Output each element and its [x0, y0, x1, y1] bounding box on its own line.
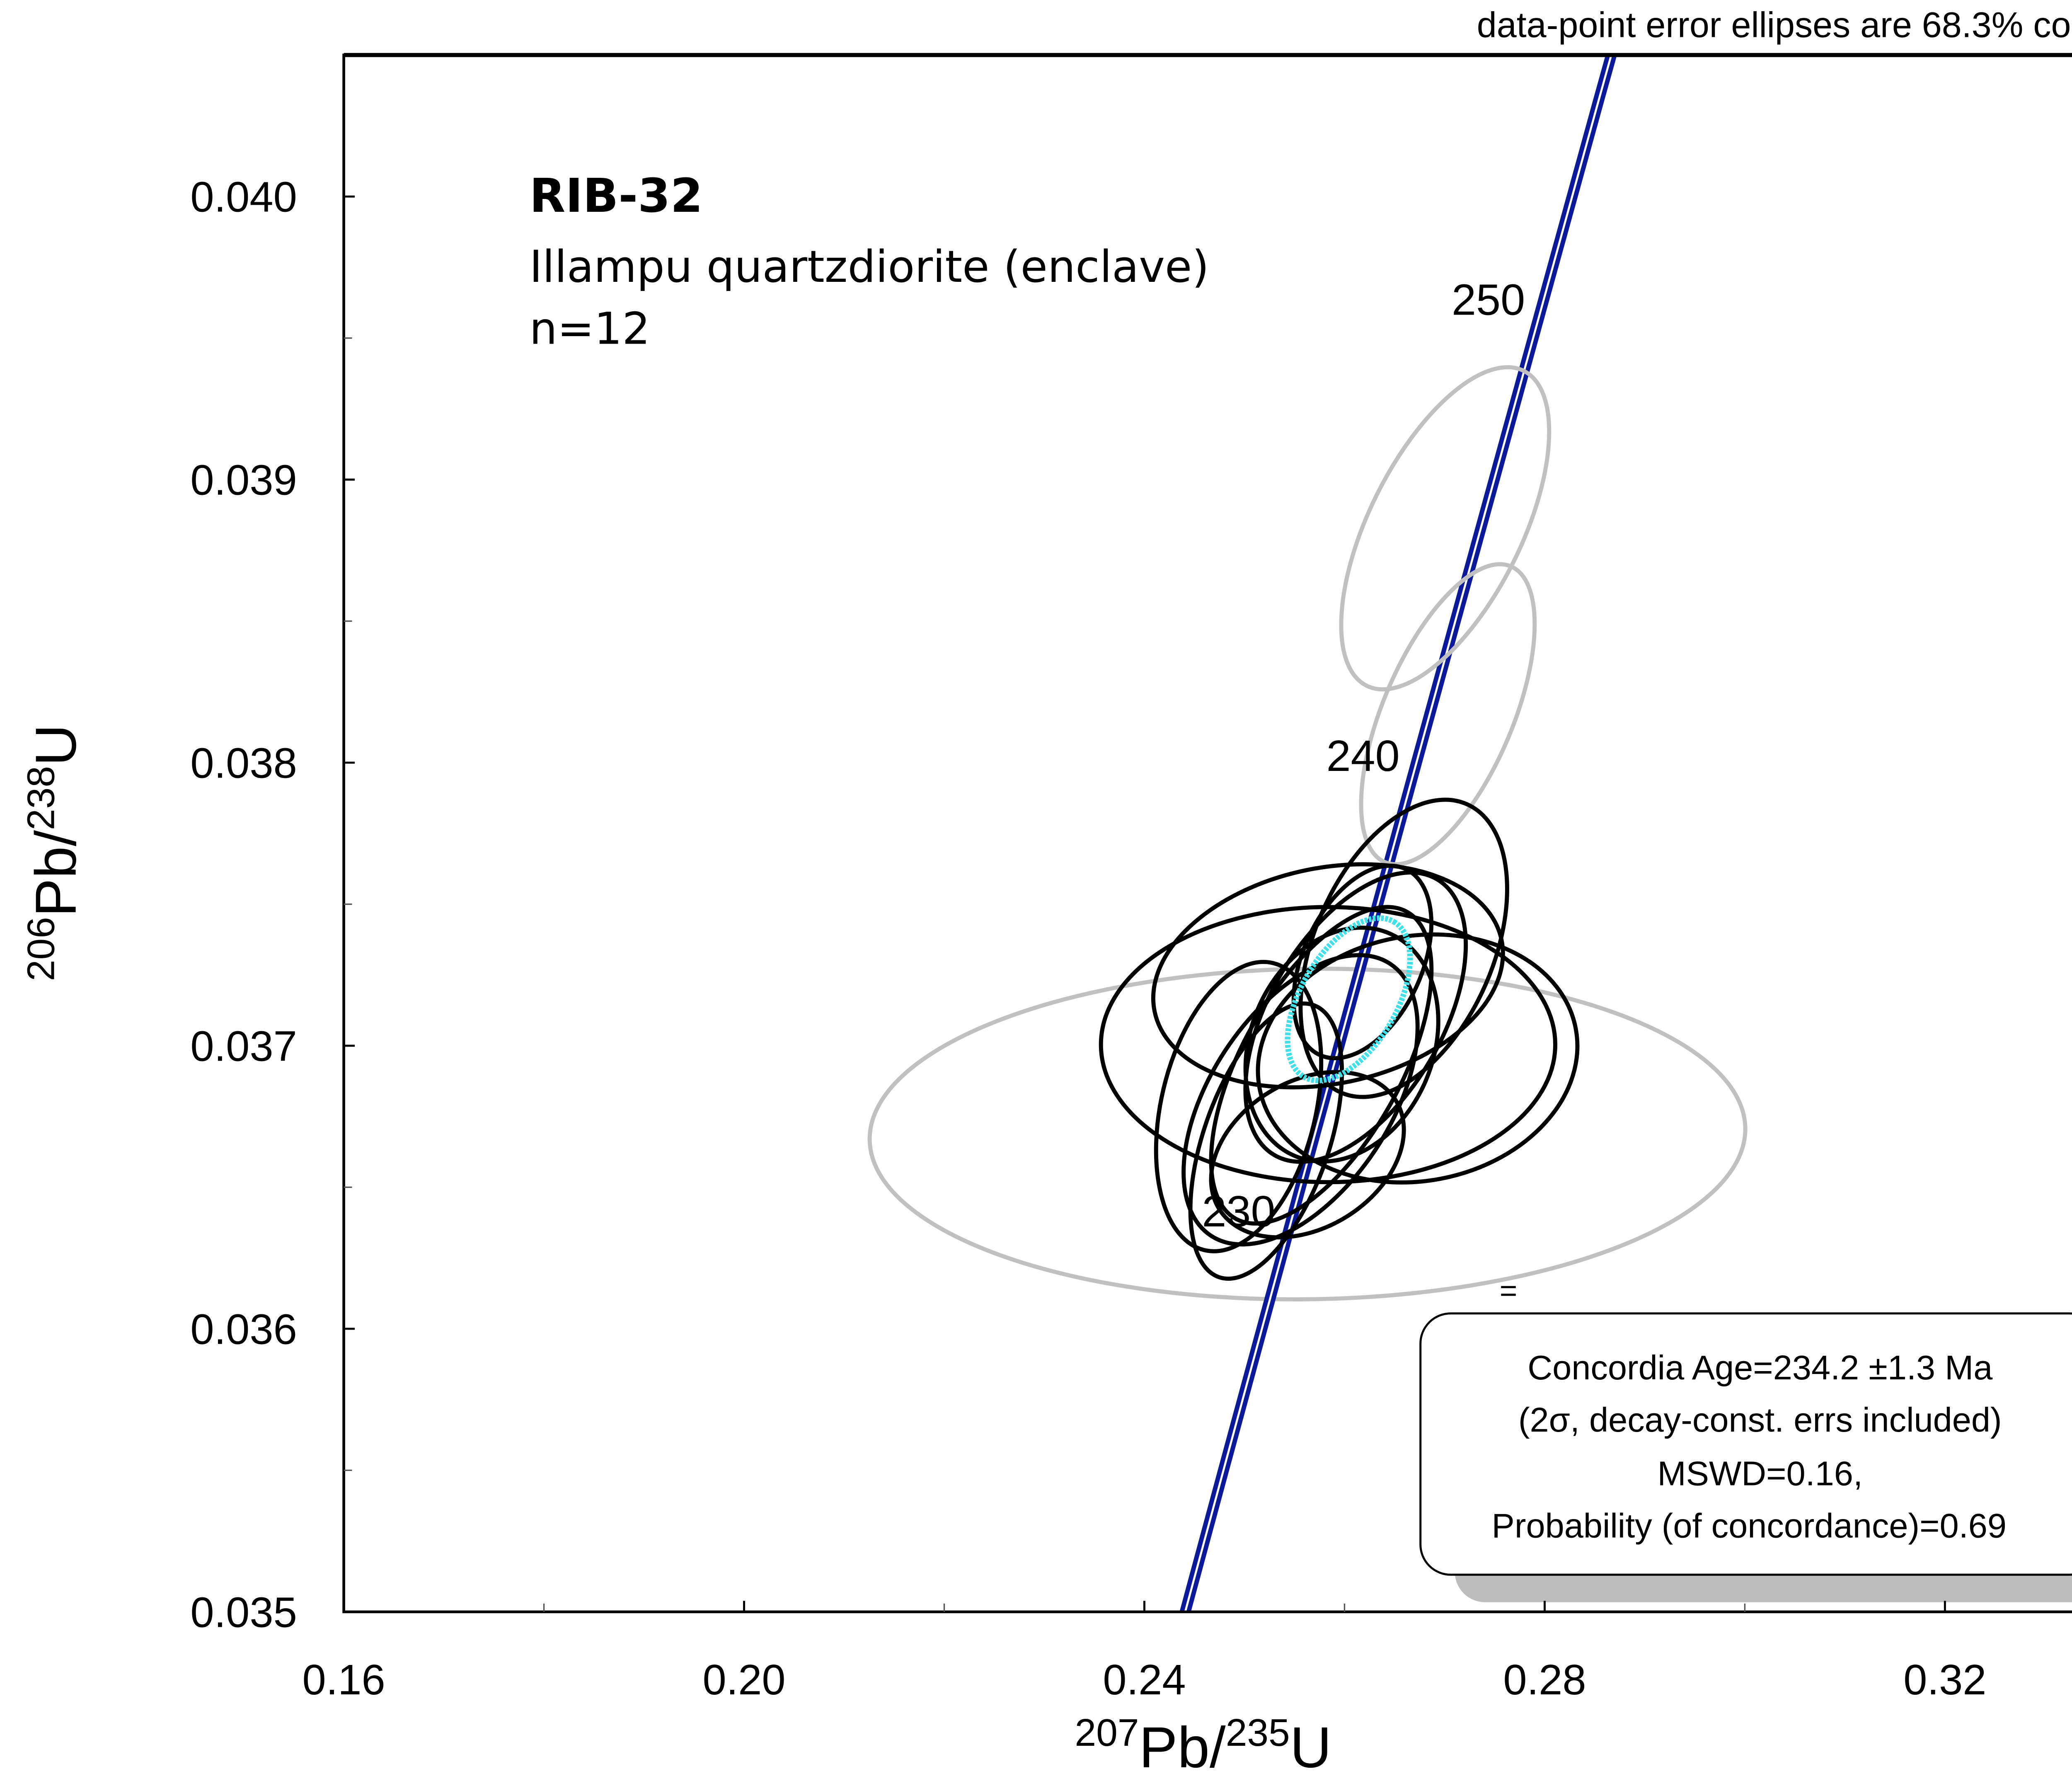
y-label-part: 238	[19, 766, 63, 830]
x-axis-label: 207Pb/235U	[1075, 1711, 1332, 1780]
concordia-inner	[1184, 55, 1612, 1612]
age-label: 230	[1202, 1187, 1275, 1236]
y-label-part: U	[24, 724, 88, 766]
x-tick-label: 0.28	[1503, 1656, 1586, 1703]
y-tick-label: 0.038	[190, 739, 297, 787]
error-ellipse	[1181, 953, 1420, 1247]
error-ellipse	[1359, 562, 1537, 867]
result-line: Probability (of concordance)=0.69	[1492, 1507, 2007, 1545]
result-box	[1419, 1312, 2072, 1576]
error-ellipse	[1339, 365, 1552, 692]
subtitle: n=12	[530, 303, 650, 355]
x-label-part: 207	[1075, 1711, 1139, 1754]
chart-title: RIB-32	[530, 168, 703, 223]
x-tick-label: 0.16	[303, 1656, 385, 1703]
error-ellipse	[1243, 926, 1440, 1164]
error-ellipse	[1291, 863, 1434, 1061]
y-tick-label: 0.039	[190, 456, 297, 504]
conf-note: data-point error ellipses are 68.3% conf…	[1477, 5, 2072, 45]
result-line: Concordia Age=234.2 ±1.3 Ma	[1527, 1348, 1993, 1387]
x-tick-label: 0.24	[1103, 1656, 1186, 1703]
subtitle: Illampu quartzdiorite (enclave)	[530, 241, 1209, 293]
y-label-part: 206	[19, 917, 63, 981]
result-line: (2σ, decay-const. errs included)	[1518, 1401, 2002, 1439]
y-label-part: Pb/	[24, 830, 88, 917]
x-label-part: U	[1290, 1715, 1332, 1780]
error-ellipse	[867, 967, 1748, 1301]
y-tick-label: 0.037	[190, 1022, 297, 1070]
plot-area: 230 240 250	[867, 55, 1748, 1612]
error-ellipse	[1209, 1070, 1406, 1240]
error-ellipse	[1151, 862, 1505, 1090]
age-label: 250	[1452, 275, 1525, 325]
x-tick-label: 0.20	[702, 1656, 785, 1703]
result-line: MSWD=0.16,	[1658, 1454, 1863, 1493]
y-tick-label: 0.035	[190, 1588, 297, 1636]
error-ellipse	[1285, 915, 1413, 1083]
age-label: 240	[1326, 731, 1400, 780]
y-axis-label: 206Pb/238U	[19, 724, 88, 981]
x-label-part: Pb/	[1139, 1715, 1226, 1780]
y-tick-label: 0.040	[190, 173, 297, 221]
x-tick-label: 0.32	[1903, 1656, 1986, 1703]
y-tick-label: 0.036	[190, 1305, 297, 1353]
error-ellipse	[1154, 960, 1324, 1253]
marker-note: =	[1500, 1274, 1518, 1308]
x-label-part: 235	[1226, 1711, 1290, 1754]
